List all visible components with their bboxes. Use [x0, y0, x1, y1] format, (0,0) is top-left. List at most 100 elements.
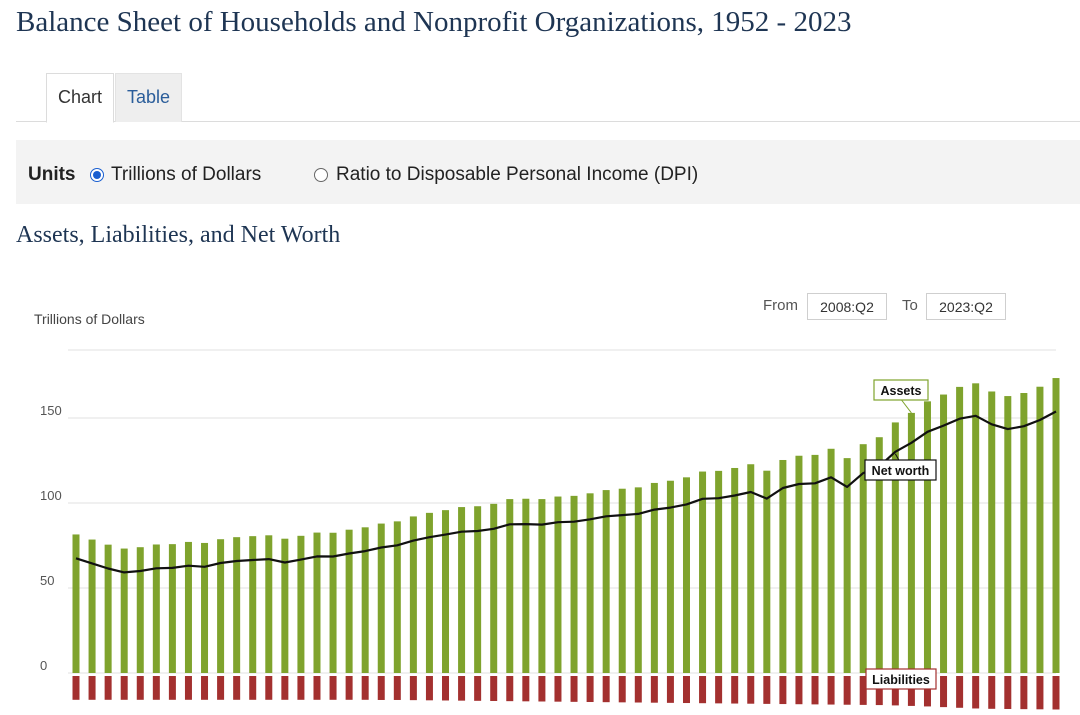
asset-bar [297, 535, 305, 673]
liability-bar [618, 676, 626, 703]
asset-bar [988, 391, 996, 673]
liability-bar [570, 676, 578, 702]
net-worth-label: Net worth [872, 464, 930, 478]
page-title: Balance Sheet of Households and Nonprofi… [16, 6, 852, 38]
net-worth-line-layer [75, 410, 1057, 574]
y-tick-label: 50 [40, 573, 54, 588]
range-from-label: From [763, 297, 798, 314]
asset-bar [811, 454, 819, 673]
asset-bar [522, 498, 530, 673]
asset-bar [88, 539, 96, 673]
assets-label: Assets [881, 384, 922, 398]
liability-bar [393, 676, 401, 700]
liability-bar [297, 676, 305, 700]
units-option-trillions-label[interactable]: Trillions of Dollars [111, 164, 262, 185]
asset-bar [345, 529, 353, 673]
asset-bar [923, 401, 931, 673]
asset-bar [474, 506, 482, 673]
liability-bar [811, 676, 819, 705]
gridlines: 0 50 100 150 [40, 349, 1056, 674]
asset-bar [152, 544, 160, 673]
units-option-ratio-dpi-label[interactable]: Ratio to Disposable Personal Income (DPI… [336, 164, 699, 185]
liability-bar [458, 676, 466, 701]
liability-bar [490, 676, 498, 701]
liability-bar [779, 676, 787, 705]
y-tick-label: 150 [40, 403, 62, 418]
asset-bar [393, 521, 401, 673]
liability-bar [168, 676, 176, 700]
liability-bar [345, 676, 353, 700]
liability-bar [972, 676, 980, 709]
asset-bar [377, 523, 385, 673]
range-to-label: To [902, 297, 918, 314]
tab-table[interactable]: Table [115, 73, 183, 122]
asset-bar [666, 480, 674, 673]
liability-bar [442, 676, 450, 701]
asset-bar [184, 541, 192, 673]
asset-bar [650, 482, 658, 673]
asset-bar [538, 499, 546, 673]
asset-bar [136, 547, 144, 673]
bars [72, 378, 1060, 710]
liability-bar [409, 676, 417, 701]
units-label: Units [28, 164, 76, 185]
liability-bar [1020, 676, 1028, 710]
asset-bar [956, 386, 964, 673]
liability-bar [731, 676, 739, 704]
asset-bar [972, 383, 980, 673]
asset-bar [506, 499, 514, 673]
asset-bar [618, 488, 626, 673]
liability-bar [425, 676, 433, 701]
range-to-input[interactable] [926, 293, 1006, 320]
liability-bar [313, 676, 321, 700]
annotation-labels: Assets Net worth Liabilities [864, 379, 937, 690]
liability-bar [522, 676, 530, 702]
asset-bar [1036, 386, 1044, 673]
assets-label-box [873, 379, 929, 401]
asset-bar [795, 455, 803, 673]
liability-bar [72, 676, 80, 700]
y-tick-label: 0 [40, 658, 47, 673]
chart-title: Assets, Liabilities, and Net Worth [16, 222, 341, 248]
liability-bar [795, 676, 803, 705]
liability-bar [699, 676, 707, 704]
asset-bar [458, 507, 466, 673]
liability-bar [217, 676, 225, 700]
asset-bar [634, 487, 642, 673]
liability-bar [843, 676, 851, 705]
liability-bar [940, 676, 948, 708]
asset-bar [682, 477, 690, 673]
liability-bar [474, 676, 482, 701]
asset-bar [201, 542, 209, 673]
asset-bar [907, 412, 915, 673]
units-radio-ratio-dpi[interactable] [314, 168, 328, 182]
liability-bar [602, 676, 610, 703]
liability-bar [233, 676, 241, 700]
liabilities-label: Liabilities [872, 673, 930, 687]
liability-bar [875, 676, 883, 706]
asset-bar [602, 490, 610, 673]
asset-bar [265, 535, 273, 673]
liability-bar [666, 676, 674, 703]
asset-bar [490, 503, 498, 673]
asset-bar [891, 422, 899, 673]
asset-bar [233, 537, 241, 673]
asset-bar [731, 467, 739, 673]
asset-bar [281, 538, 289, 673]
asset-bar [747, 464, 755, 673]
liability-bar [201, 676, 209, 700]
y-tick-label: 100 [40, 488, 62, 503]
units-selector: Units Trillions of Dollars Ratio to Disp… [16, 140, 1080, 204]
range-from-input[interactable] [807, 293, 887, 320]
asset-bar [699, 471, 707, 673]
asset-bar [329, 532, 337, 673]
liability-bar [682, 676, 690, 704]
asset-bar [570, 495, 578, 673]
asset-bar [715, 470, 723, 673]
liability-bar [923, 676, 931, 707]
units-radio-trillions[interactable] [90, 168, 104, 182]
liability-bar [1036, 676, 1044, 710]
asset-bar [72, 534, 80, 673]
asset-bar [554, 496, 562, 673]
tab-chart[interactable]: Chart [46, 73, 115, 123]
